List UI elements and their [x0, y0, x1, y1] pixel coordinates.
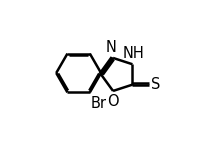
Text: S: S — [151, 77, 160, 92]
Text: O: O — [107, 94, 119, 109]
Text: Br: Br — [90, 96, 107, 111]
Text: NH: NH — [122, 46, 144, 61]
Text: N: N — [106, 40, 117, 55]
